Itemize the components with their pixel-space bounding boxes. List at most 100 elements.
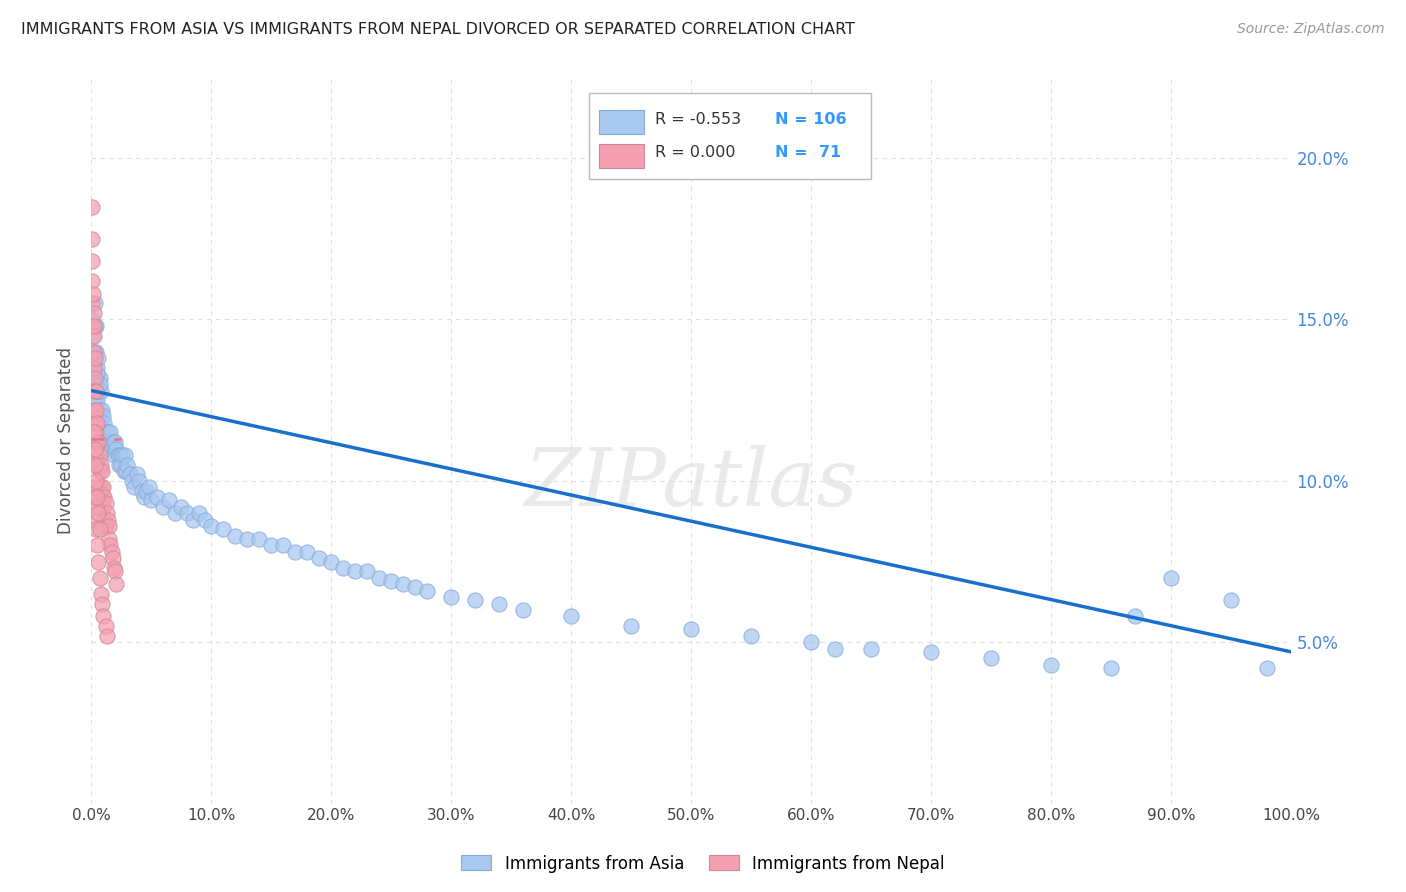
Point xyxy=(188,506,211,520)
Bar xyxy=(599,145,644,169)
Point xyxy=(107,458,129,472)
Point xyxy=(82,232,104,246)
Point xyxy=(1160,571,1182,585)
Point xyxy=(94,519,117,533)
Point xyxy=(464,593,486,607)
Point xyxy=(83,402,105,417)
Point xyxy=(112,464,135,478)
Point xyxy=(89,487,111,501)
Point xyxy=(84,318,107,333)
Point xyxy=(87,351,110,366)
Point xyxy=(344,564,367,578)
Point xyxy=(380,574,402,588)
Point xyxy=(83,344,105,359)
Point xyxy=(103,561,125,575)
Point xyxy=(83,377,105,392)
Text: ZIPatlas: ZIPatlas xyxy=(524,445,858,523)
Point xyxy=(128,474,150,488)
Point xyxy=(104,435,127,450)
Point xyxy=(83,351,105,366)
Point xyxy=(86,416,108,430)
Point xyxy=(1125,609,1147,624)
Point xyxy=(620,619,643,633)
Point xyxy=(83,296,105,310)
Point xyxy=(100,545,122,559)
Point xyxy=(124,480,146,494)
Point xyxy=(93,490,115,504)
Point xyxy=(91,425,114,440)
Point xyxy=(681,623,703,637)
Point xyxy=(87,384,110,398)
Point xyxy=(93,416,115,430)
Point xyxy=(560,609,582,624)
Point xyxy=(86,393,108,408)
Point xyxy=(157,493,180,508)
Point xyxy=(132,490,155,504)
Point xyxy=(295,545,318,559)
Point xyxy=(91,402,114,417)
Point xyxy=(181,513,204,527)
Point xyxy=(90,480,112,494)
Point xyxy=(89,448,111,462)
Point xyxy=(368,571,391,585)
Point xyxy=(84,344,107,359)
Point xyxy=(321,555,343,569)
Point xyxy=(84,500,107,514)
Point xyxy=(105,442,128,456)
Point xyxy=(125,467,148,482)
Point xyxy=(84,384,107,398)
Point xyxy=(824,641,846,656)
Point xyxy=(86,490,108,504)
Legend: Immigrants from Asia, Immigrants from Nepal: Immigrants from Asia, Immigrants from Ne… xyxy=(454,848,952,880)
Point xyxy=(84,448,107,462)
Point xyxy=(115,464,138,478)
Point xyxy=(83,416,105,430)
Point xyxy=(141,493,163,508)
Point xyxy=(89,377,111,392)
Point xyxy=(80,254,103,268)
Point xyxy=(87,555,110,569)
Point xyxy=(83,425,105,440)
Point xyxy=(224,529,246,543)
Point xyxy=(94,425,117,440)
Point xyxy=(1099,661,1122,675)
Point xyxy=(96,435,118,450)
Point xyxy=(416,583,439,598)
Point xyxy=(105,577,128,591)
Point xyxy=(94,619,117,633)
Point xyxy=(135,483,157,498)
Point xyxy=(82,312,104,326)
Point xyxy=(84,384,107,398)
Point xyxy=(91,409,114,424)
Point xyxy=(176,506,198,520)
Point xyxy=(89,464,111,478)
Point xyxy=(800,635,823,649)
Point xyxy=(87,480,110,494)
Point xyxy=(82,318,104,333)
Point xyxy=(84,370,107,384)
Point xyxy=(83,393,105,408)
Point xyxy=(104,564,127,578)
Point xyxy=(86,458,108,472)
Point xyxy=(90,587,112,601)
Point xyxy=(82,296,104,310)
Point xyxy=(860,641,883,656)
Point xyxy=(392,577,415,591)
Point xyxy=(83,458,105,472)
Point xyxy=(87,458,110,472)
Point xyxy=(308,551,330,566)
Point xyxy=(93,513,115,527)
Point xyxy=(84,474,107,488)
Point xyxy=(101,435,124,450)
Point xyxy=(108,448,131,462)
Point xyxy=(512,603,534,617)
Point xyxy=(97,513,120,527)
Point xyxy=(356,564,378,578)
Point xyxy=(131,483,153,498)
Point xyxy=(86,416,108,430)
Point xyxy=(247,532,270,546)
Point xyxy=(121,474,143,488)
FancyBboxPatch shape xyxy=(589,94,872,179)
Point xyxy=(103,448,125,462)
Point xyxy=(83,328,105,343)
